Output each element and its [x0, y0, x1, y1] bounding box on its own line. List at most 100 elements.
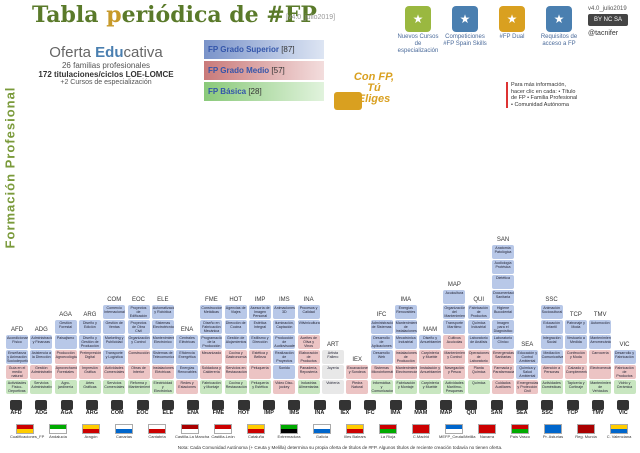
title-cell[interactable]: Automoción [589, 320, 612, 334]
title-cell[interactable]: Instalaciones Eléctricas [151, 365, 174, 379]
region-flag[interactable]: Galicia [307, 424, 337, 439]
region-flag[interactable]: C. Valenciana [604, 424, 634, 439]
title-cell[interactable]: Documentación Sanitaria [492, 290, 514, 304]
title-cell[interactable]: Dietética [492, 275, 514, 289]
title-cell[interactable]: Educación Infantil [540, 320, 563, 334]
title-cell[interactable]: Atención a Personas [540, 365, 563, 379]
family-icon-ims[interactable]: IMS [284, 400, 304, 416]
title-cell[interactable]: Gestión de Alojamientos [224, 335, 247, 349]
family-code[interactable]: VIC [619, 342, 630, 348]
twitter-handle[interactable]: @tacnifer [588, 30, 619, 37]
title-cell[interactable]: Realización de Proyectos [273, 350, 296, 364]
title-cell[interactable]: Cocina y Restauración [224, 380, 247, 394]
region-flag[interactable]: Castilla-León [208, 424, 238, 439]
region-flag[interactable]: País Vasco [505, 424, 535, 439]
title-cell[interactable]: Construcciones Metálicas [200, 305, 223, 319]
title-cell[interactable]: Calzado y Complementos [564, 365, 587, 379]
family-code[interactable]: EOC [131, 297, 145, 303]
title-cell[interactable]: Iluminación, Captación [273, 320, 296, 334]
title-cell[interactable]: Eficiencia Energética [176, 350, 199, 364]
title-cell[interactable]: Confección y Moda [564, 350, 587, 364]
family-code[interactable]: MAP [447, 282, 461, 288]
title-cell[interactable]: Paisajismo [54, 335, 77, 349]
level-med[interactable]: FP Grado Medio [57] [204, 61, 324, 80]
title-cell[interactable]: Enseñanza y Animación Sociodeportiva [6, 350, 28, 364]
title-cell[interactable]: Diseño y Edición [78, 320, 101, 334]
family-code[interactable]: IMA [400, 297, 412, 303]
title-cell[interactable]: Energías Renovables [176, 365, 199, 379]
region-flag[interactable]: Extremadura [274, 424, 304, 439]
title-cell[interactable]: Mantenimiento y Control [443, 350, 466, 364]
title-cell[interactable]: Obras de Interior [127, 365, 150, 379]
title-cell[interactable]: Administración de Sistemas [370, 320, 393, 334]
title-cell[interactable]: Servicios Comerciales [103, 380, 126, 394]
family-code[interactable]: MAM [423, 327, 438, 333]
family-code[interactable]: ART [326, 342, 339, 348]
title-cell[interactable]: Asesoría de Imagen Personal [249, 305, 271, 319]
region-flag[interactable]: Reg. Murcia [571, 424, 601, 439]
family-icon-arg[interactable]: ARG [82, 400, 102, 416]
title-cell[interactable]: Procesos y Calidad [297, 305, 320, 319]
top-box-2[interactable]: ★ #FP Dual [489, 6, 535, 64]
title-cell[interactable]: Cocina y Gastronomía [224, 350, 247, 364]
title-cell[interactable]: Soldadura y Calderería [200, 365, 223, 379]
title-cell[interactable]: Vidriería [321, 380, 344, 394]
title-cell[interactable]: Instalación y Amueblamiento [419, 365, 442, 379]
title-cell[interactable]: Vitivinicultura [297, 320, 320, 334]
title-cell[interactable]: Industrias Alimentarias [297, 380, 320, 394]
title-cell[interactable]: Joyería [321, 365, 344, 379]
family-code[interactable]: ELE [157, 297, 169, 303]
level-sup[interactable]: FP Grado Superior [87] [204, 40, 324, 59]
title-cell[interactable]: Laboratorio de Análisis [467, 335, 490, 349]
family-code[interactable]: SSC [545, 297, 558, 303]
title-cell[interactable]: Mediación Comunicativa [540, 350, 563, 364]
title-cell[interactable]: Automatización y Robótica [151, 305, 174, 319]
title-cell[interactable]: Artista Fallero [321, 350, 344, 364]
title-cell[interactable]: Desarrollo Web [370, 350, 393, 364]
title-cell[interactable]: Carpintería y Mueble [419, 350, 442, 364]
title-cell[interactable]: Cuidados Auxiliares [492, 380, 514, 394]
title-cell[interactable]: Transporte Marítimo [443, 320, 466, 334]
region-flag[interactable]: Andalucía [43, 424, 73, 439]
creative-commons-badge[interactable]: BY NC SA [588, 14, 628, 26]
title-cell[interactable]: Video Disc-jockey [273, 380, 296, 394]
region-flag[interactable]: Castilla-La Mancha [175, 424, 209, 439]
family-icon-ele[interactable]: ELE [158, 400, 178, 416]
title-cell[interactable]: Actividades Físico-Deportivas [6, 380, 28, 394]
region-flag[interactable]: Illes Balears [340, 424, 370, 439]
title-cell[interactable]: Servicios en Restauración [224, 365, 247, 379]
family-icon-adg[interactable]: ADG [31, 400, 51, 416]
family-icon-ima[interactable]: IMA [386, 400, 406, 416]
title-cell[interactable]: Sistemas Microinformáticos [370, 365, 393, 379]
title-cell[interactable]: Guía en el medio natural [6, 365, 28, 379]
level-bas[interactable]: FP Básica [28] [204, 82, 324, 101]
title-cell[interactable]: Instalaciones de Producción [394, 350, 417, 364]
family-code[interactable]: TCP [569, 312, 582, 318]
title-cell[interactable]: Mantenimiento de Instalaciones [394, 320, 417, 334]
title-cell[interactable]: Higiene Bucodental [492, 305, 514, 319]
title-cell[interactable]: Carrocería [589, 350, 612, 364]
title-cell[interactable]: Estilismo y Dirección [249, 335, 271, 349]
title-cell[interactable]: Proyectos de Obra Civil [127, 320, 150, 334]
family-icon-vic[interactable]: VIC [613, 400, 633, 416]
region-flag[interactable]: C.Madrid [406, 424, 436, 439]
title-cell[interactable]: Audiología Protésica [492, 260, 514, 274]
title-cell[interactable]: Reforma y Mantenimiento [127, 380, 150, 394]
title-cell[interactable]: Actividades Marítimo-Pesqueras [443, 380, 466, 394]
title-cell[interactable]: Planta Química [467, 365, 490, 379]
family-code[interactable]: HOT [229, 297, 243, 303]
title-cell[interactable]: Vestuario a Medida [564, 335, 587, 349]
title-cell[interactable]: Servicios Administrativos [30, 380, 53, 394]
title-cell[interactable]: Diseño y Gestión de Producción [78, 335, 101, 349]
family-icon-ena[interactable]: ENA [183, 400, 203, 416]
title-cell[interactable]: Agro-jardinería [54, 380, 77, 394]
title-cell[interactable]: Producción de Audiovisuales [273, 335, 296, 349]
title-cell[interactable]: Acondicionamiento Físico [6, 335, 28, 349]
family-icon-eoc[interactable]: EOC [133, 400, 153, 416]
family-code[interactable]: TMV [593, 312, 607, 318]
title-cell[interactable]: Comercio Internacional [103, 305, 126, 319]
title-cell[interactable]: Integración Social [540, 335, 563, 349]
title-cell[interactable]: Laboratorio Clínico [492, 335, 514, 349]
title-cell[interactable]: Actividades Domésticas [540, 380, 563, 394]
region-flag[interactable]: La Rioja [373, 424, 403, 439]
